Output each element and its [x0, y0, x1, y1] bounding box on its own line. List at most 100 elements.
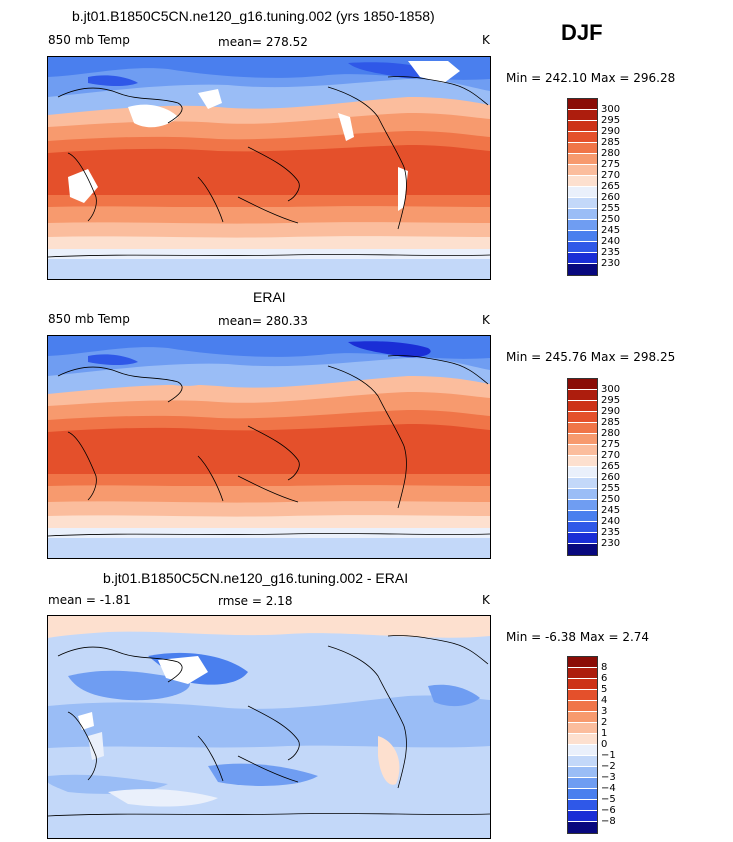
panel-erai-units: K: [482, 313, 490, 327]
season-label: DJF: [561, 20, 603, 45]
colorbar-cell: [568, 822, 597, 833]
colorbar-cell: [568, 679, 597, 690]
colorbar-cell: [568, 500, 597, 511]
panel-erai-title: ERAI: [253, 289, 286, 305]
colorbar-tick-label: 250: [601, 494, 621, 505]
panel-model-map: [47, 56, 491, 280]
colorbar-cell: [568, 544, 597, 555]
colorbar-tick-label: 265: [601, 461, 621, 472]
panel-erai-map: [47, 335, 491, 559]
colorbar-tick-label: 255: [601, 203, 621, 214]
colorbar-cell: [568, 187, 597, 198]
colorbar-tick-label: 280: [601, 148, 621, 159]
colorbar-cell: [568, 668, 597, 679]
colorbar-cell: [568, 99, 597, 110]
colorbar-tick-label: −6: [601, 805, 616, 816]
colorbar-cell: [568, 143, 597, 154]
colorbar-tick-label: 2: [601, 717, 608, 728]
colorbar-cell: [568, 745, 597, 756]
panel-model-colorbar: [567, 98, 598, 276]
colorbar-tick-label: 3: [601, 706, 608, 717]
colorbar-tick-label: 295: [601, 115, 621, 126]
colorbar-tick-label: 285: [601, 137, 621, 148]
colorbar-cell: [568, 533, 597, 544]
colorbar-tick-label: 290: [601, 406, 621, 417]
colorbar-tick-label: 230: [601, 538, 621, 549]
panel-erai-minmax: Min = 245.76 Max = 298.25: [506, 350, 676, 364]
colorbar-tick-label: 235: [601, 527, 621, 538]
panel-erai-colorbar: [567, 378, 598, 556]
panel-diff-title: b.jt01.B1850C5CN.ne120_g16.tuning.002 - …: [103, 570, 409, 586]
panel-diff-rmse: rmse = 2.18: [218, 594, 293, 608]
panel-diff-units: K: [482, 593, 490, 607]
panel-diff-minmax: Min = -6.38 Max = 2.74: [506, 630, 650, 644]
colorbar-cell: [568, 456, 597, 467]
colorbar-cell: [568, 811, 597, 822]
colorbar-tick-label: 6: [601, 673, 608, 684]
colorbar-cell: [568, 767, 597, 778]
colorbar-tick-label: 5: [601, 684, 608, 695]
colorbar-tick-label: 260: [601, 192, 621, 203]
colorbar-tick-label: 290: [601, 126, 621, 137]
colorbar-cell: [568, 209, 597, 220]
panel-diff-colorbar: [567, 656, 598, 834]
colorbar-cell: [568, 253, 597, 264]
colorbar-cell: [568, 176, 597, 187]
colorbar-tick-label: 235: [601, 247, 621, 258]
colorbar-cell: [568, 701, 597, 712]
colorbar-cell: [568, 478, 597, 489]
colorbar-tick-label: −3: [601, 772, 616, 783]
colorbar-cell: [568, 423, 597, 434]
colorbar-cell: [568, 154, 597, 165]
colorbar-cell: [568, 723, 597, 734]
colorbar-tick-label: 240: [601, 516, 621, 527]
colorbar-tick-label: −5: [601, 794, 616, 805]
colorbar-cell: [568, 132, 597, 143]
colorbar-tick-label: 295: [601, 395, 621, 406]
colorbar-tick-label: 265: [601, 181, 621, 192]
colorbar-cell: [568, 489, 597, 500]
temperature-difference-field: [48, 616, 490, 838]
colorbar-cell: [568, 756, 597, 767]
colorbar-tick-label: −8: [601, 816, 616, 827]
colorbar-tick-label: 245: [601, 505, 621, 516]
colorbar-cell: [568, 231, 597, 242]
colorbar-tick-label: 230: [601, 258, 621, 269]
colorbar-tick-label: 275: [601, 439, 621, 450]
colorbar-tick-label: −4: [601, 783, 616, 794]
colorbar-cell: [568, 522, 597, 533]
panel-model-title: b.jt01.B1850C5CN.ne120_g16.tuning.002 (y…: [72, 8, 435, 24]
colorbar-tick-label: 250: [601, 214, 621, 225]
colorbar-tick-label: 8: [601, 662, 608, 673]
colorbar-tick-label: 255: [601, 483, 621, 494]
colorbar-cell: [568, 712, 597, 723]
colorbar-cell: [568, 434, 597, 445]
panel-model-mean: mean= 278.52: [218, 35, 308, 49]
panel-erai-mean: mean= 280.33: [218, 314, 308, 328]
colorbar-cell: [568, 467, 597, 478]
colorbar-tick-label: 275: [601, 159, 621, 170]
colorbar-cell: [568, 379, 597, 390]
colorbar-cell: [568, 198, 597, 209]
panel-diff-map: [47, 615, 491, 839]
colorbar-cell: [568, 734, 597, 745]
colorbar-cell: [568, 390, 597, 401]
colorbar-cell: [568, 657, 597, 668]
colorbar-tick-label: 0: [601, 739, 608, 750]
panel-diff-mean: mean = -1.81: [48, 593, 131, 607]
colorbar-cell: [568, 220, 597, 231]
colorbar-tick-label: 300: [601, 104, 621, 115]
temperature-field-model: [48, 57, 490, 279]
colorbar-cell: [568, 412, 597, 423]
colorbar-cell: [568, 165, 597, 176]
panel-model-variable: 850 mb Temp: [48, 33, 130, 47]
colorbar-tick-label: 245: [601, 225, 621, 236]
colorbar-cell: [568, 110, 597, 121]
colorbar-tick-label: 300: [601, 384, 621, 395]
colorbar-cell: [568, 800, 597, 811]
colorbar-cell: [568, 690, 597, 701]
colorbar-cell: [568, 401, 597, 412]
colorbar-cell: [568, 121, 597, 132]
panel-model-units: K: [482, 33, 490, 47]
colorbar-tick-label: 270: [601, 170, 621, 181]
